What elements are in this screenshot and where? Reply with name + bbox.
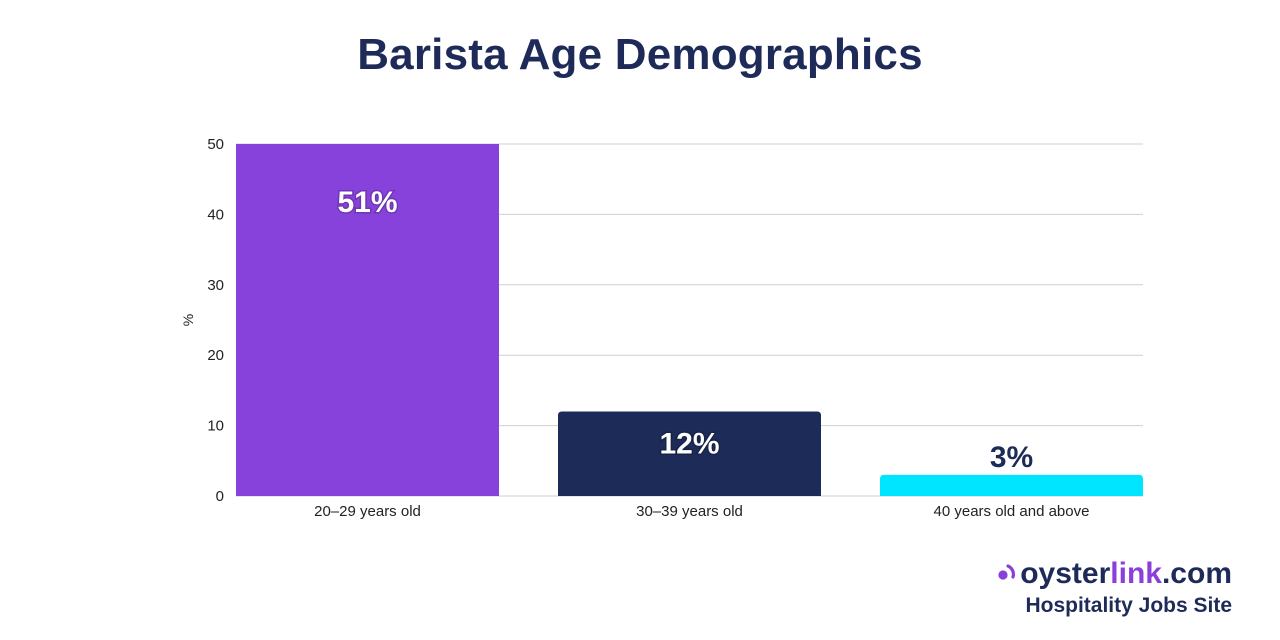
bar: [880, 474, 1143, 496]
brand-tagline: Hospitality Jobs Site: [1025, 594, 1232, 617]
data-label: 3%: [990, 441, 1033, 474]
brand-text-link: link: [1110, 557, 1162, 590]
data-label: 51%: [337, 186, 397, 219]
bar: [236, 144, 499, 496]
y-tick-label: 20: [207, 347, 224, 364]
brand-text-oyster: oyster: [1020, 557, 1111, 590]
data-label: 12%: [659, 428, 719, 461]
y-axis-label: %: [180, 314, 196, 326]
y-tick-label: 50: [207, 136, 224, 153]
y-tick-label: 10: [207, 418, 224, 435]
x-tick-label: 40 years old and above: [934, 503, 1090, 520]
bar: [558, 411, 821, 496]
y-tick-label: 0: [216, 488, 224, 505]
brand-text-domain: .com: [1161, 557, 1232, 590]
y-tick-label: 40: [207, 206, 224, 223]
chart-title: Barista Age Demographics: [357, 30, 923, 79]
brand-wordmark: oyster link .com: [994, 556, 1232, 592]
x-tick-label: 20–29 years old: [314, 503, 421, 520]
x-tick-label: 30–39 years old: [636, 503, 743, 520]
y-tick-label: 30: [207, 277, 224, 294]
brand-logo[interactable]: oyster link .com Hospitality Jobs Site: [994, 556, 1232, 618]
oysterlink-logo-icon: [998, 564, 1016, 580]
